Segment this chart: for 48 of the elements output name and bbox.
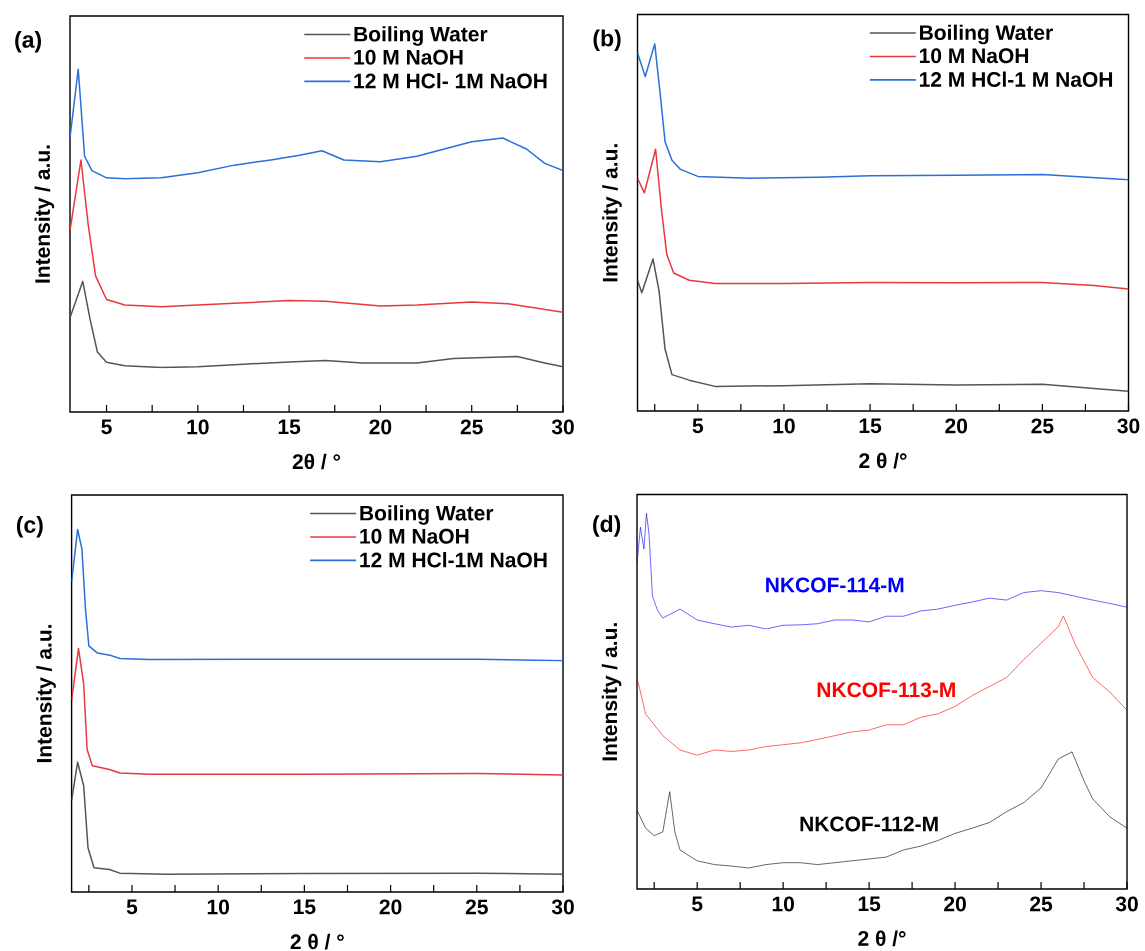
- chart-title: (d): [593, 515, 621, 537]
- chart-title: (b): [593, 29, 621, 51]
- legend-label: Boiling Water: [360, 505, 494, 525]
- x-axis-title: 2 θ /°: [859, 452, 907, 469]
- x-tick-label: 15: [859, 418, 882, 434]
- x-axis-title: 2θ / °: [292, 453, 341, 470]
- y-axis-title: Intensity / a.u.: [602, 144, 622, 282]
- x-tick-label: 30: [551, 899, 574, 915]
- x-tick-label: 10: [187, 419, 209, 435]
- x-tick-label: 20: [945, 418, 968, 434]
- x-tick-label: 5: [126, 899, 138, 915]
- legend-label: 10 M NaOH: [919, 48, 1029, 64]
- legend-label: 12 M HCl- 1M NaOH: [354, 73, 547, 89]
- y-axis-title: Intensity / a.u.: [34, 145, 55, 283]
- x-tick-label: 15: [278, 419, 301, 435]
- x-tick-label: 5: [692, 418, 704, 434]
- x-tick-label: 10: [773, 418, 795, 434]
- x-tick-label: 10: [772, 896, 794, 912]
- x-tick-label: 5: [691, 896, 703, 912]
- x-tick-label: 10: [207, 899, 229, 915]
- legend-label: Boiling Water: [920, 24, 1053, 45]
- legend-label: Boiling Water: [354, 26, 488, 46]
- y-axis-title: Intensity / a.u.: [36, 624, 56, 763]
- x-tick-label: 5: [101, 419, 112, 435]
- x-tick-label: 30: [1117, 418, 1140, 434]
- x-tick-label: 20: [944, 896, 966, 912]
- x-tick-label: 20: [369, 419, 392, 435]
- legend-label: 10 M NaOH: [354, 49, 463, 65]
- x-tick-label: 25: [1030, 896, 1053, 912]
- x-axis-title: 2 θ /°: [858, 930, 906, 947]
- series-label: NKCOF-113-M: [817, 682, 955, 698]
- legend-label: 10 M NaOH: [360, 528, 469, 544]
- series-label: NKCOF-112-M: [800, 816, 938, 832]
- x-tick-label: 20: [379, 899, 402, 915]
- series-label: NKCOF-114-M: [766, 577, 904, 593]
- legend-label: 12 M HCl-1M NaOH: [360, 552, 547, 568]
- chart-title: (c): [16, 515, 43, 538]
- x-tick-label: 25: [1031, 418, 1054, 434]
- y-axis-title: Intensity / a.u.: [601, 623, 622, 761]
- chart-title: (a): [15, 30, 41, 53]
- x-tick-label: 25: [465, 899, 488, 915]
- legend-label: 12 M HCl-1 M NaOH: [919, 71, 1113, 87]
- x-tick-label: 25: [460, 419, 483, 435]
- x-tick-label: 15: [294, 899, 316, 915]
- x-tick-label: 30: [551, 419, 574, 435]
- x-axis-title: 2 θ / °: [290, 933, 344, 950]
- x-tick-label: 15: [858, 896, 881, 912]
- x-tick-label: 30: [1115, 896, 1138, 912]
